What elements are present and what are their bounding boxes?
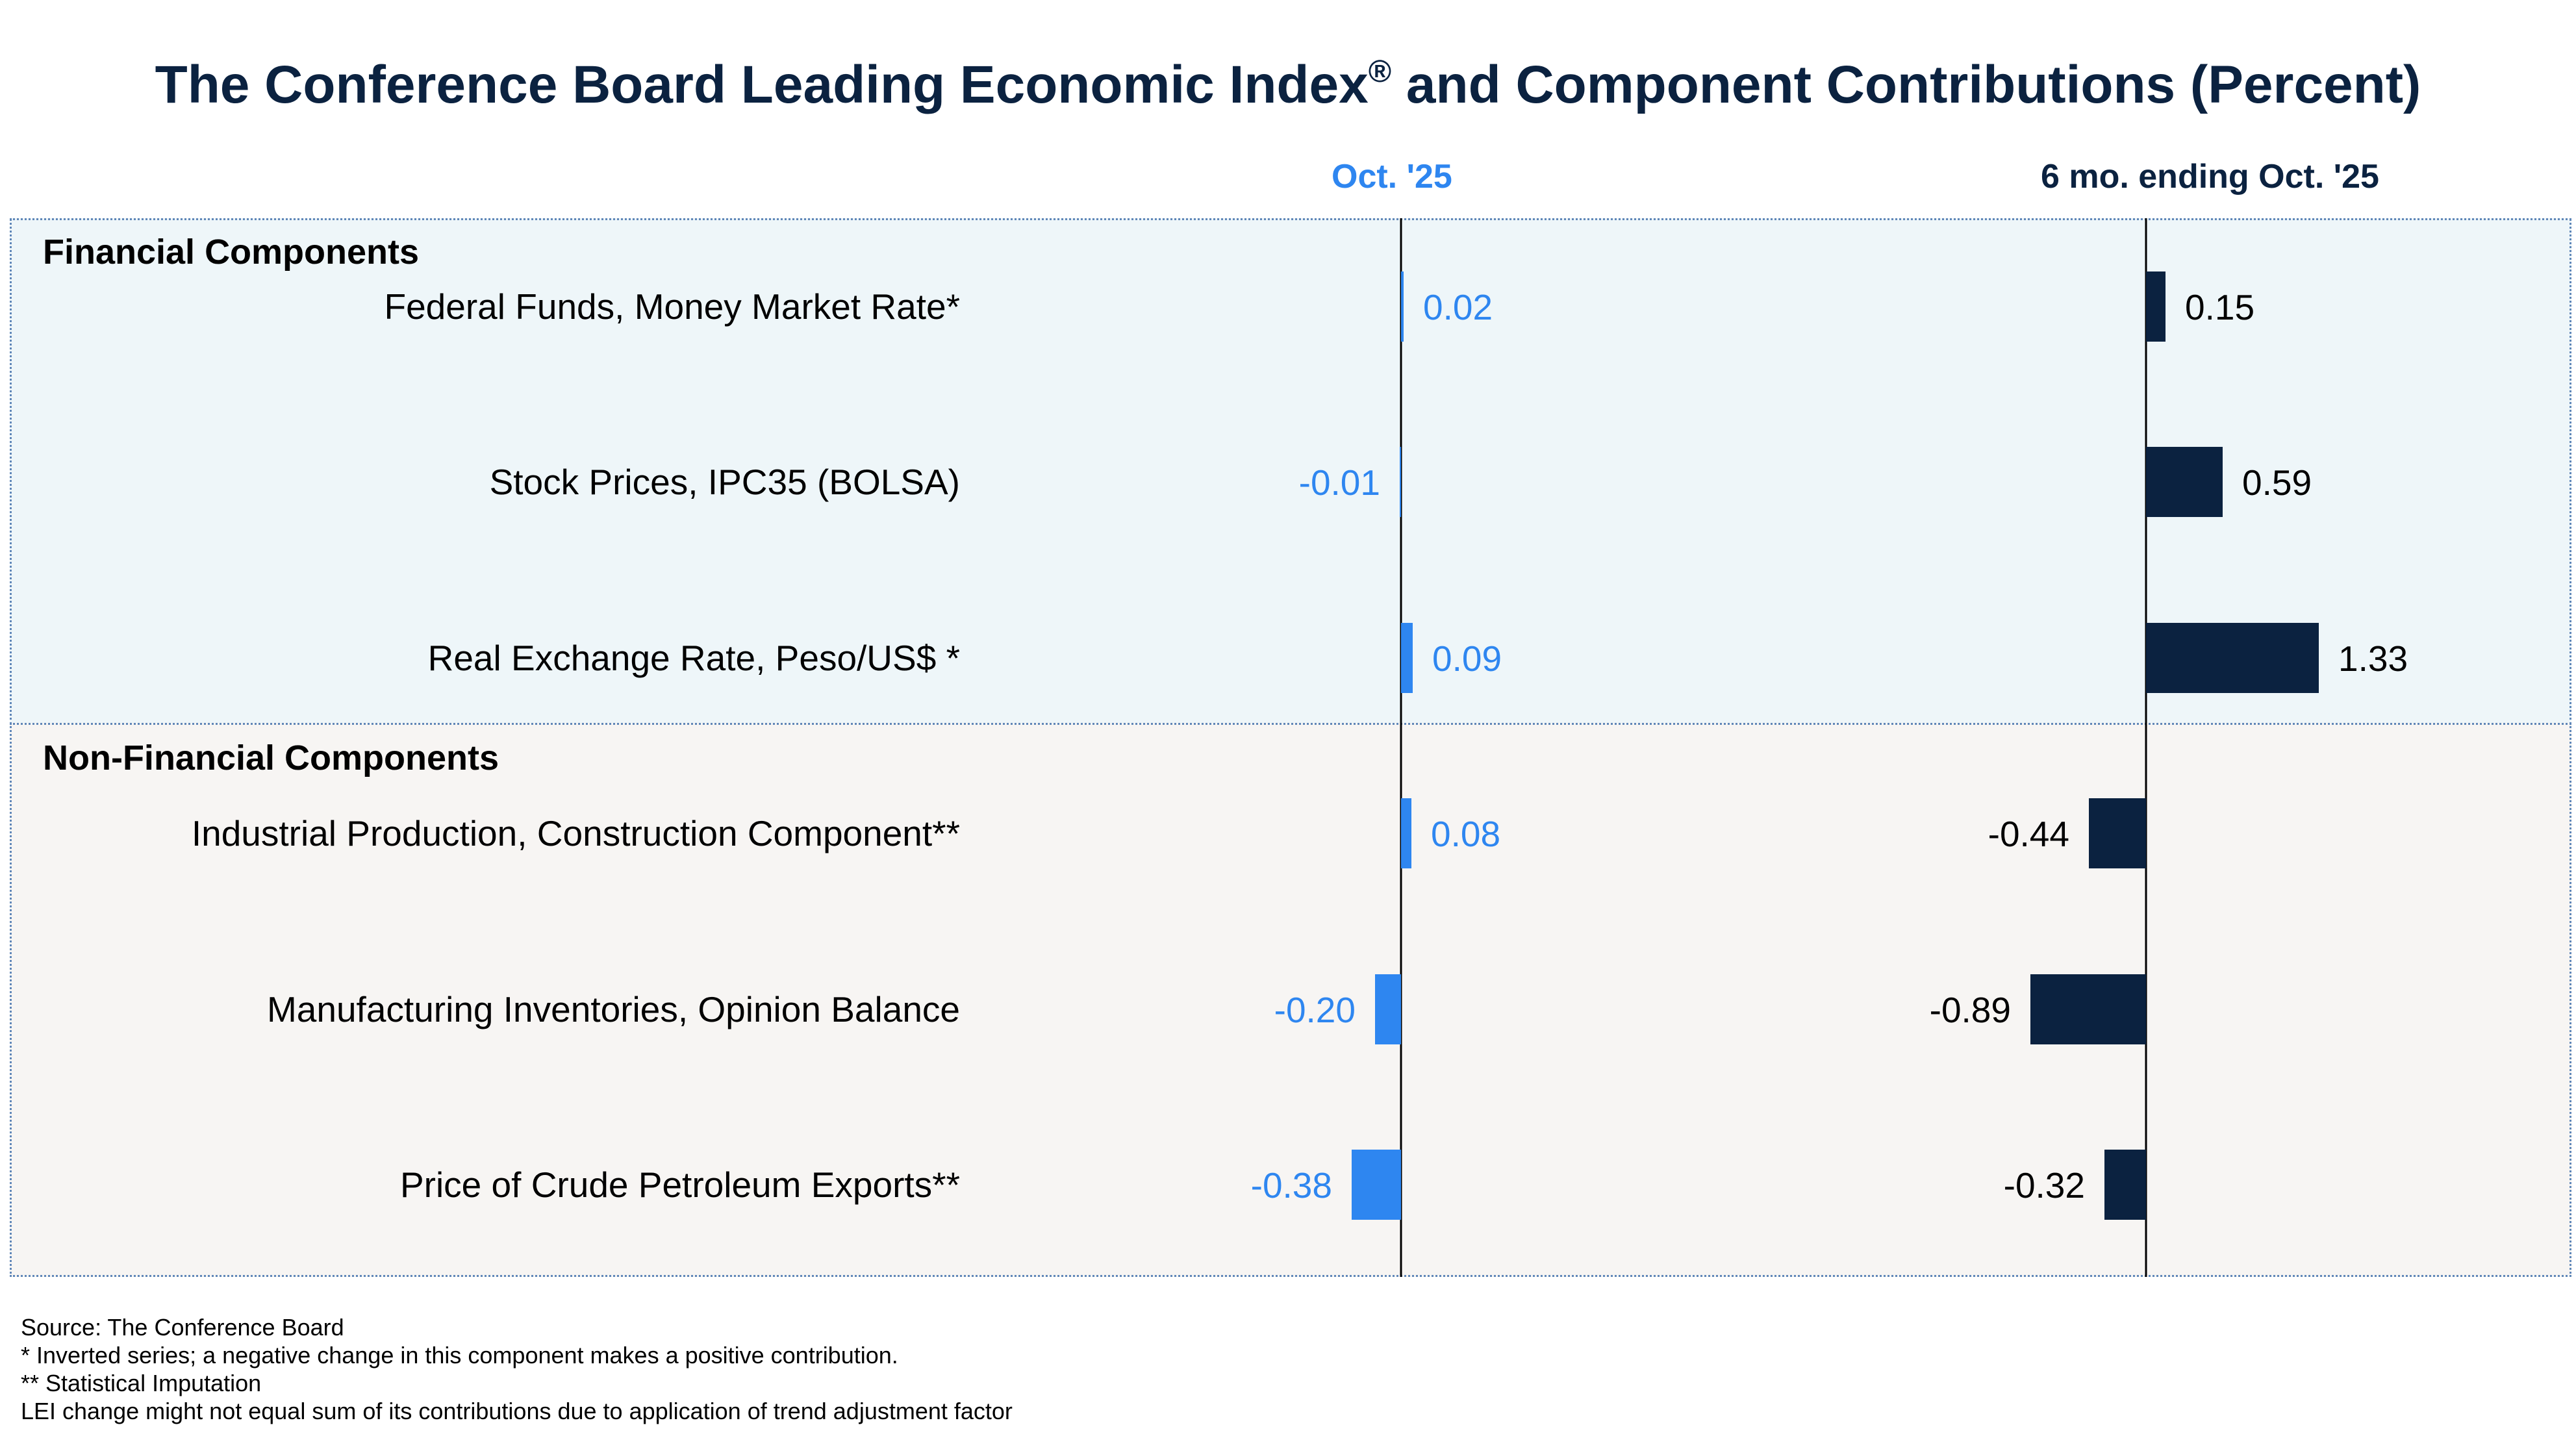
footnotes: Source: The Conference Board * Inverted … [21, 1313, 1013, 1425]
data-label-six-month: -0.44 [1988, 814, 2069, 854]
row-label: Real Exchange Rate, Peso/US$ * [427, 638, 960, 678]
footnote-imputation: ** Statistical Imputation [21, 1370, 262, 1396]
bar-six-month [2146, 623, 2319, 693]
row-label: Federal Funds, Money Market Rate* [384, 286, 961, 327]
row-label: Stock Prices, IPC35 (BOLSA) [489, 462, 960, 502]
data-label-oct: 0.09 [1432, 638, 1502, 679]
data-label-six-month: -0.32 [2004, 1165, 2085, 1205]
data-label-oct: 0.08 [1431, 814, 1500, 854]
group-label-non-financial: Non-Financial Components [43, 738, 499, 777]
bar-six-month [2146, 271, 2166, 342]
chart-title: The Conference Board Leading Economic In… [155, 55, 2421, 114]
column-header-oct: Oct. '25 [1332, 158, 1452, 196]
bar-six-month [2146, 447, 2223, 517]
row-label: Manufacturing Inventories, Opinion Balan… [266, 989, 960, 1029]
bar-oct [1401, 798, 1411, 868]
data-label-six-month: -0.89 [1930, 990, 2011, 1030]
row-label: Industrial Production, Construction Comp… [191, 813, 960, 853]
bar-oct [1352, 1150, 1401, 1220]
bar-six-month [2104, 1150, 2146, 1220]
bar-six-month [2030, 974, 2146, 1044]
bar-six-month [2089, 798, 2146, 868]
bar-oct [1401, 623, 1413, 693]
group-label-financial: Financial Components [43, 233, 420, 271]
row-label: Price of Crude Petroleum Exports** [399, 1165, 960, 1205]
data-label-oct: -0.20 [1274, 990, 1356, 1030]
footnote-inverted: * Inverted series; a negative change in … [21, 1342, 898, 1369]
bar-oct [1400, 447, 1401, 517]
data-label-six-month: 0.59 [2242, 462, 2312, 503]
data-label-six-month: 1.33 [2338, 638, 2408, 679]
bar-oct [1375, 974, 1401, 1044]
bar-oct [1401, 271, 1404, 342]
footnote-trend: LEI change might not equal sum of its co… [21, 1398, 1013, 1424]
data-label-oct: -0.01 [1299, 462, 1380, 503]
column-header-six-month: 6 mo. ending Oct. '25 [2041, 158, 2379, 196]
data-label-oct: 0.02 [1423, 287, 1493, 327]
source-note: Source: The Conference Board [21, 1314, 344, 1341]
data-label-six-month: 0.15 [2185, 287, 2254, 327]
financial-panel: Financial Components [10, 218, 2571, 725]
data-label-oct: -0.38 [1251, 1165, 1332, 1205]
registered-mark: ® [1368, 55, 1392, 89]
